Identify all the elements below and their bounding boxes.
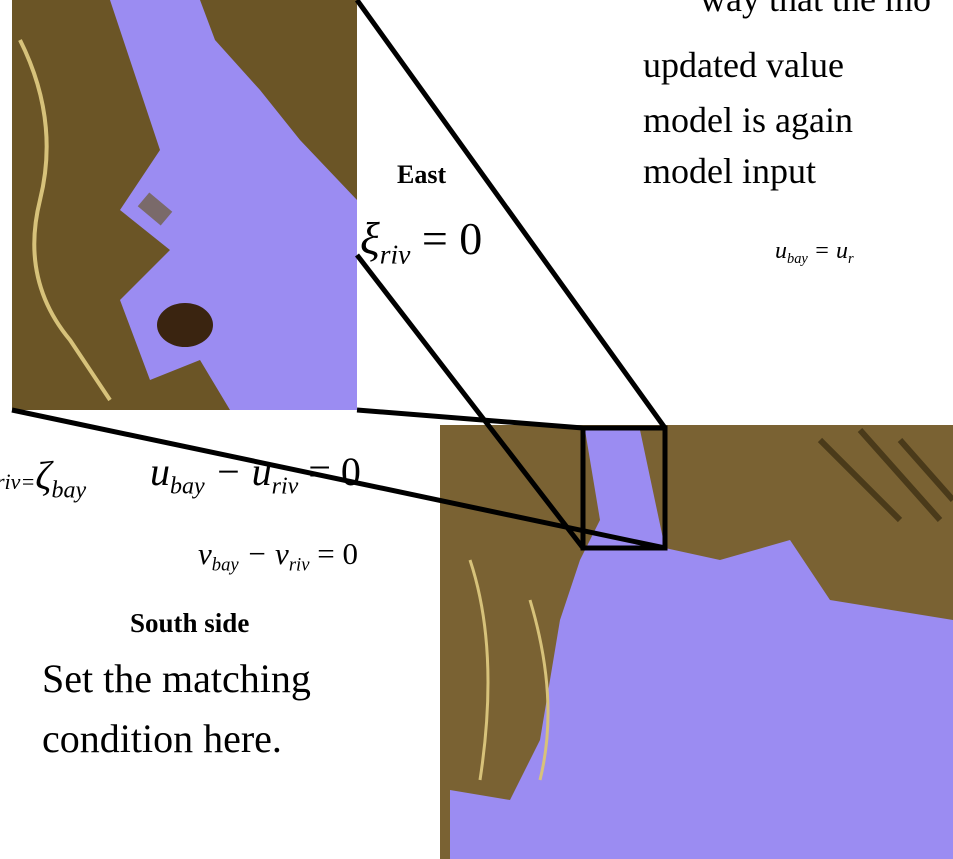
eq-part: v: [198, 536, 212, 571]
eq-part: u: [775, 238, 787, 264]
eq-sub: bay: [52, 477, 87, 503]
eq-sub: bay: [787, 251, 808, 267]
eq-part: riv=: [0, 469, 35, 494]
eq-part: ξ: [360, 213, 380, 264]
east-label: East: [397, 160, 446, 190]
body-line: model is again: [643, 99, 853, 141]
eq-sub: riv: [380, 239, 411, 270]
east-equation: ξriv = 0: [360, 212, 482, 271]
body-line: updated value: [643, 44, 844, 86]
eq-part: = u: [808, 238, 848, 264]
eq-part: − u: [205, 449, 272, 494]
inset-image: [12, 0, 357, 410]
eq-part: − v: [239, 536, 289, 571]
eq-part: = 0: [410, 213, 482, 264]
slide: way that the mo updated value model is a…: [0, 0, 953, 859]
south-label: South side: [130, 608, 249, 639]
note-line: condition here.: [42, 715, 282, 762]
body-line: model input: [643, 150, 816, 192]
eq-part: = 0: [298, 449, 361, 494]
note-line: Set the matching: [42, 655, 311, 702]
left-equation: riv=ζbay: [0, 452, 86, 504]
map-image: [440, 425, 953, 859]
u-equation: ubay − uriv = 0: [150, 448, 361, 500]
inset-island: [157, 303, 213, 347]
v-equation: vbay − vriv = 0: [198, 536, 358, 577]
eq-part: ζ: [35, 453, 51, 498]
right-equation: ubay = ur: [775, 238, 854, 268]
eq-sub: r: [848, 251, 854, 267]
eq-sub: riv: [289, 555, 310, 576]
eq-part: u: [150, 449, 170, 494]
body-line: way that the mo: [700, 0, 931, 20]
eq-sub: riv: [272, 473, 299, 499]
eq-part: = 0: [309, 536, 357, 571]
eq-sub: bay: [212, 555, 239, 576]
eq-sub: bay: [170, 473, 205, 499]
